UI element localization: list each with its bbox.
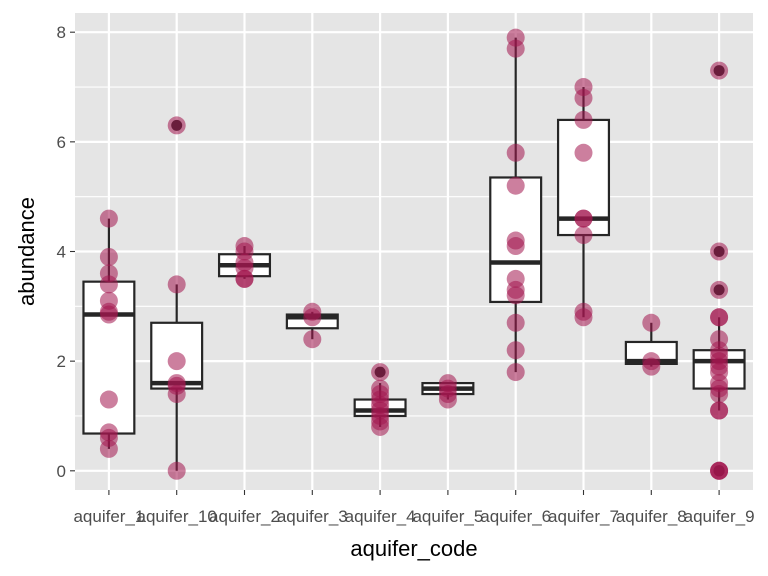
data-point	[167, 385, 186, 404]
data-point	[506, 176, 525, 195]
y-tick-label: 6	[57, 133, 66, 152]
data-point	[506, 237, 525, 256]
data-point	[574, 209, 593, 228]
x-tick-label: aquifer_5	[412, 507, 483, 526]
y-tick-label: 2	[57, 352, 66, 371]
data-point	[167, 275, 186, 294]
y-tick-label: 0	[57, 462, 66, 481]
data-point	[99, 209, 118, 228]
data-point	[506, 39, 525, 58]
data-point	[574, 143, 593, 162]
x-tick-label: aquifer_10	[137, 507, 217, 526]
x-tick-label: aquifer_3	[277, 507, 348, 526]
x-tick-label: aquifer_4	[345, 507, 416, 526]
data-point	[574, 226, 593, 245]
box-aquifer_7	[556, 87, 611, 318]
y-axis: 0 2 4 6 8	[57, 23, 75, 481]
y-axis-title: abundance	[14, 197, 39, 306]
data-point	[710, 461, 729, 480]
data-point	[99, 275, 118, 294]
data-point	[506, 341, 525, 360]
data-point	[710, 280, 729, 299]
x-tick-label: aquifer_1	[73, 507, 144, 526]
x-tick-label: aquifer_8	[616, 507, 687, 526]
data-point	[303, 330, 322, 349]
data-point	[99, 439, 118, 458]
y-tick-label: 8	[57, 23, 66, 42]
data-point	[710, 61, 729, 80]
minor-gridlines	[75, 86, 753, 417]
x-axis: aquifer_1aquifer_10aquifer_2aquifer_3aqu…	[73, 490, 755, 526]
data-point	[506, 313, 525, 332]
data-point	[642, 357, 661, 376]
data-point	[235, 269, 254, 288]
data-point	[574, 88, 593, 107]
data-point	[506, 286, 525, 305]
x-tick-label: aquifer_7	[548, 507, 619, 526]
data-point	[574, 308, 593, 327]
data-point	[574, 110, 593, 129]
box-layer	[82, 37, 746, 477]
x-axis-title: aquifer_code	[350, 536, 477, 561]
data-point	[99, 390, 118, 409]
y-tick-label: 4	[57, 243, 66, 262]
x-tick-label: aquifer_9	[684, 507, 755, 526]
data-point	[167, 116, 186, 135]
data-point	[506, 363, 525, 382]
data-point	[371, 417, 390, 436]
data-point	[710, 401, 729, 420]
data-point	[167, 461, 186, 480]
point-layer	[99, 28, 729, 480]
data-point	[642, 313, 661, 332]
data-point	[303, 308, 322, 327]
data-point	[167, 352, 186, 371]
data-point	[710, 242, 729, 261]
x-tick-label: aquifer_6	[480, 507, 551, 526]
data-point	[438, 390, 457, 409]
data-point	[710, 385, 729, 404]
x-tick-label: aquifer_2	[209, 507, 280, 526]
data-point	[99, 247, 118, 266]
data-point	[506, 143, 525, 162]
data-point	[710, 308, 729, 327]
data-point	[371, 363, 390, 382]
data-point	[99, 305, 118, 324]
